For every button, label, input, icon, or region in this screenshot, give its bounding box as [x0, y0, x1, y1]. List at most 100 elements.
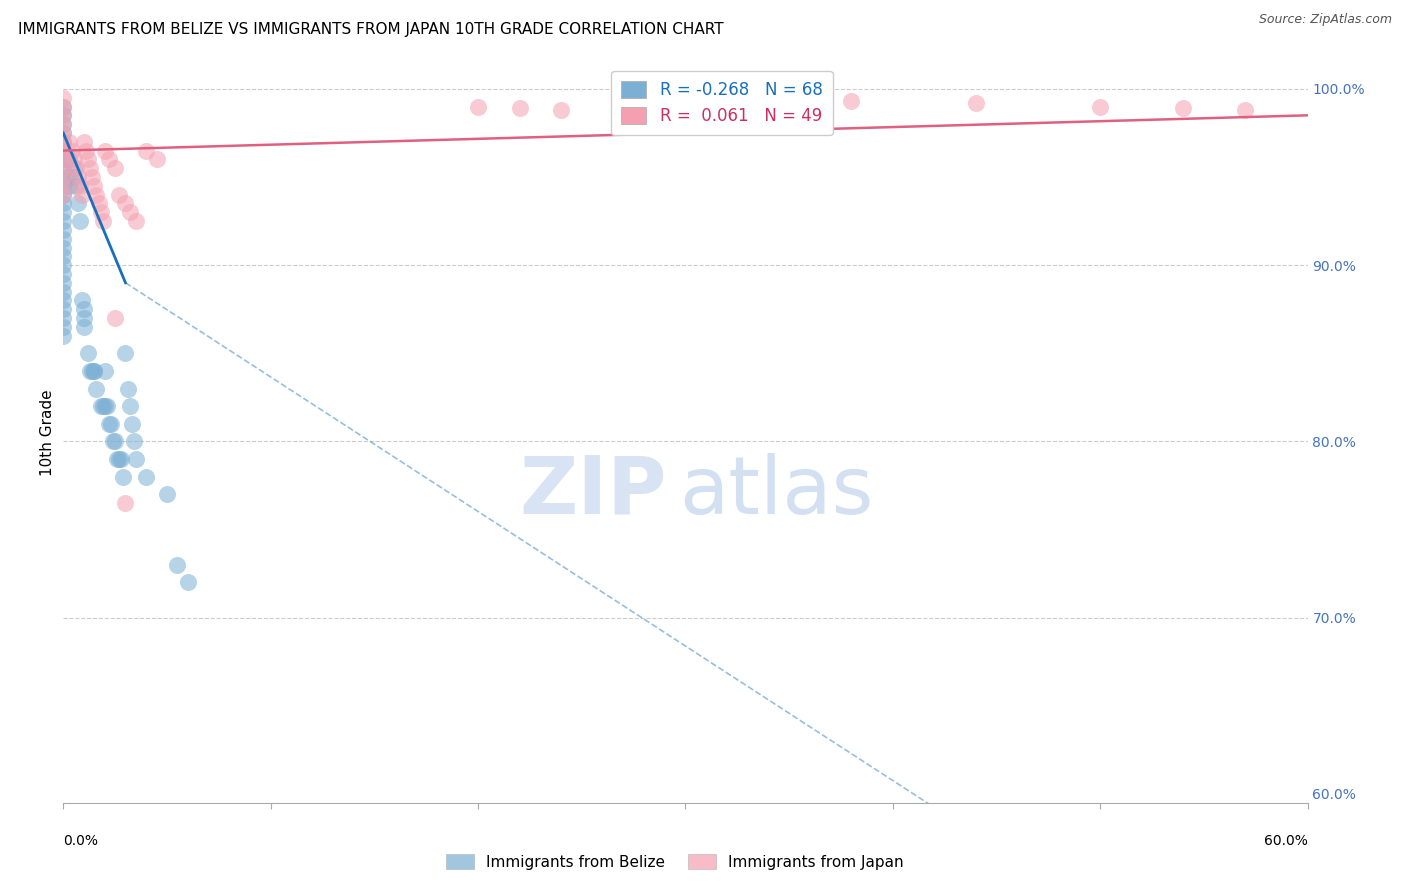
Point: [52, 205, 75, 219]
Point: [52, 240, 75, 255]
Point: [69, 214, 91, 228]
Point: [52, 161, 75, 176]
Point: [114, 496, 136, 510]
Point: [52, 319, 75, 334]
Point: [77, 346, 100, 360]
Point: [97, 417, 120, 431]
Point: [52, 135, 75, 149]
Point: [75, 144, 97, 158]
Point: [62, 161, 84, 176]
Point: [52, 169, 75, 184]
Point: [58, 135, 80, 149]
Point: [52, 311, 75, 326]
Point: [52, 276, 75, 290]
Point: [52, 293, 75, 308]
Point: [135, 469, 157, 483]
Point: [65, 161, 87, 176]
Point: [112, 469, 135, 483]
Point: [117, 382, 139, 396]
Point: [52, 223, 75, 237]
Point: [52, 91, 75, 105]
Point: [73, 319, 96, 334]
Point: [58, 178, 80, 193]
Point: [82, 364, 104, 378]
Point: [52, 117, 75, 131]
Point: [93, 144, 117, 158]
Point: [52, 214, 75, 228]
Point: [82, 169, 104, 184]
Legend: Immigrants from Belize, Immigrants from Japan: Immigrants from Belize, Immigrants from …: [439, 846, 911, 877]
Text: 60.0%: 60.0%: [1264, 834, 1308, 848]
Point: [101, 434, 124, 449]
Point: [105, 452, 128, 467]
Point: [73, 302, 96, 317]
Point: [509, 101, 531, 115]
Point: [65, 178, 87, 193]
Point: [91, 214, 114, 228]
Point: [104, 434, 127, 449]
Point: [121, 417, 143, 431]
Point: [52, 153, 75, 167]
Point: [108, 187, 131, 202]
Text: ZIP: ZIP: [519, 453, 666, 531]
Point: [110, 452, 132, 467]
Point: [118, 399, 141, 413]
Point: [52, 187, 75, 202]
Point: [73, 311, 96, 326]
Point: [114, 196, 136, 211]
Point: [1173, 101, 1195, 115]
Point: [77, 153, 100, 167]
Point: [52, 126, 75, 140]
Point: [52, 196, 75, 211]
Point: [58, 153, 80, 167]
Point: [52, 328, 75, 343]
Point: [83, 364, 105, 378]
Point: [52, 99, 75, 113]
Point: [156, 487, 179, 501]
Point: [467, 99, 489, 113]
Point: [122, 434, 145, 449]
Point: [125, 452, 148, 467]
Point: [69, 178, 91, 193]
Point: [52, 178, 75, 193]
Point: [52, 285, 75, 299]
Point: [66, 196, 89, 211]
Text: atlas: atlas: [679, 453, 873, 531]
Text: Source: ZipAtlas.com: Source: ZipAtlas.com: [1258, 13, 1392, 27]
Point: [100, 417, 122, 431]
Point: [87, 196, 110, 211]
Point: [96, 399, 118, 413]
Point: [90, 205, 112, 219]
Point: [52, 135, 75, 149]
Point: [52, 302, 75, 317]
Point: [83, 178, 105, 193]
Point: [93, 364, 117, 378]
Point: [1234, 103, 1257, 117]
Point: [145, 153, 167, 167]
Point: [79, 364, 101, 378]
Point: [73, 135, 96, 149]
Point: [104, 311, 127, 326]
Point: [66, 169, 89, 184]
Point: [52, 161, 75, 176]
Point: [52, 267, 75, 281]
Point: [70, 187, 93, 202]
Point: [52, 99, 75, 113]
Point: [114, 346, 136, 360]
Point: [125, 214, 148, 228]
Point: [62, 153, 84, 167]
Y-axis label: 10th Grade: 10th Grade: [39, 389, 55, 476]
Point: [52, 249, 75, 263]
Point: [841, 94, 863, 108]
Text: IMMIGRANTS FROM BELIZE VS IMMIGRANTS FROM JAPAN 10TH GRADE CORRELATION CHART: IMMIGRANTS FROM BELIZE VS IMMIGRANTS FRO…: [18, 22, 724, 37]
Point: [70, 293, 93, 308]
Point: [79, 161, 101, 176]
Point: [52, 178, 75, 193]
Legend: R = -0.268   N = 68, R =  0.061   N = 49: R = -0.268 N = 68, R = 0.061 N = 49: [612, 70, 832, 136]
Point: [1090, 99, 1112, 113]
Point: [86, 187, 108, 202]
Point: [52, 144, 75, 158]
Point: [62, 169, 84, 184]
Point: [52, 232, 75, 246]
Point: [93, 399, 117, 413]
